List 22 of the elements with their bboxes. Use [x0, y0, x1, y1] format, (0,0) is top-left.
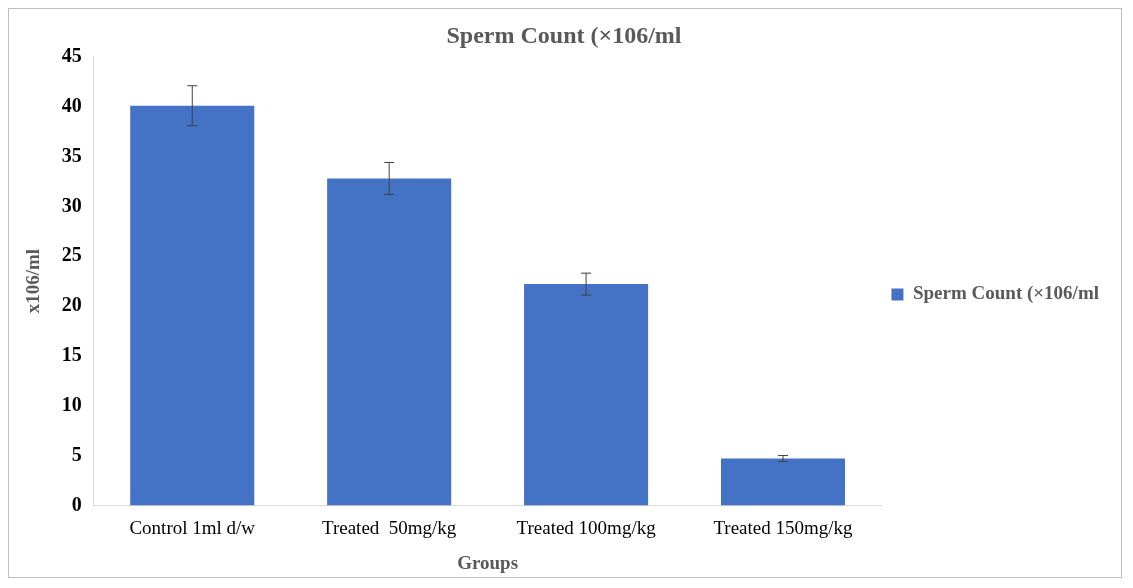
y-tick-label: 0 — [71, 492, 82, 515]
bar — [720, 458, 846, 506]
legend-label: Sperm Count (×106/ml — [912, 282, 1100, 305]
bar — [130, 105, 255, 506]
x-tick-label: Control 1ml d/w — [129, 516, 256, 538]
x-tick-label: Treated 50mg/kg — [321, 516, 457, 538]
y-tick-label: 20 — [61, 293, 82, 316]
y-tick-label: 5 — [71, 442, 82, 465]
x-tick-label: Treated 150mg/kg — [713, 516, 854, 538]
y-tick-label: 30 — [61, 193, 82, 216]
chart-title: Sperm Count (×106/ml — [446, 21, 682, 48]
y-tick-label: 45 — [61, 43, 82, 66]
y-tick-label: 35 — [61, 143, 82, 166]
y-tick-label: 25 — [61, 243, 82, 266]
x-axis-title: Groups — [457, 551, 519, 573]
y-tick-label: 40 — [61, 93, 82, 116]
y-tick-label: 10 — [61, 392, 82, 415]
bar — [327, 178, 452, 506]
y-axis-title: x106/ml — [22, 248, 44, 314]
bar — [524, 284, 649, 506]
x-tick-label: Treated 100mg/kg — [516, 516, 657, 538]
y-tick-label: 15 — [61, 343, 82, 366]
